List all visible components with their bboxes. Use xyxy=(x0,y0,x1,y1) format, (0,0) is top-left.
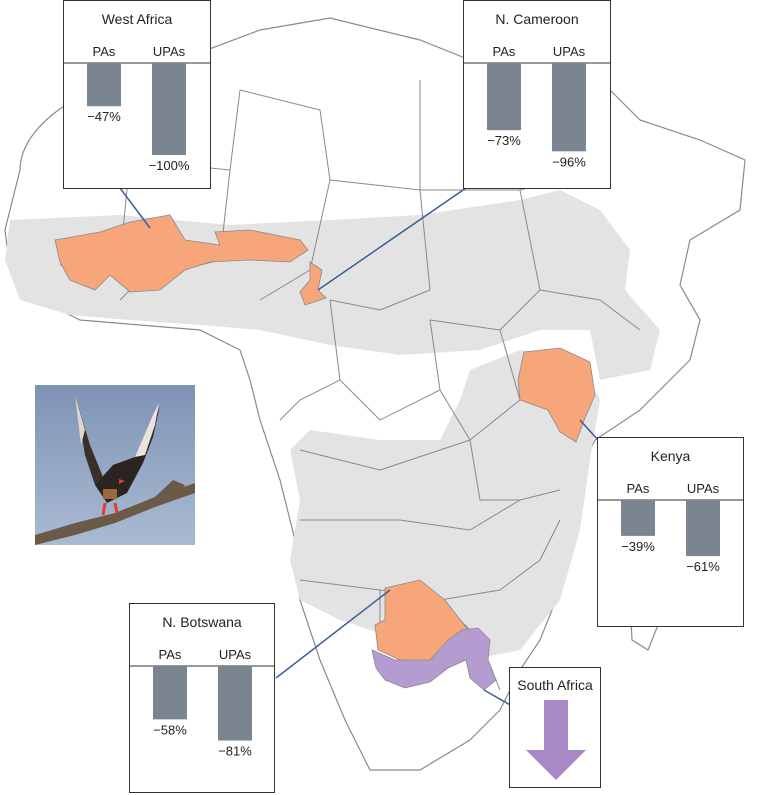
value-label: −96% xyxy=(552,154,586,169)
panel-south-africa: South Africa xyxy=(509,667,601,788)
country-border xyxy=(429,189,541,331)
country-border xyxy=(439,329,521,441)
range-east-south xyxy=(290,350,600,660)
panel-title: Kenya xyxy=(650,448,691,464)
category-label: UPAs xyxy=(553,44,586,59)
bar-pas xyxy=(621,500,655,536)
leader-kenya xyxy=(579,419,599,441)
value-label: −39% xyxy=(621,539,655,554)
region-west-africa xyxy=(54,214,309,293)
leader-lines xyxy=(119,187,599,707)
category-label: PAs xyxy=(493,44,516,59)
panel-title: N. Botswana xyxy=(162,614,242,630)
panel-title: N. Cameroon xyxy=(495,11,579,27)
leader-n-cameroon xyxy=(317,187,467,291)
bar-upas xyxy=(152,63,186,155)
bar-upas xyxy=(218,666,252,741)
bar-pas xyxy=(87,63,121,107)
eagle-photo-icon xyxy=(35,385,195,545)
region-n-cameroon xyxy=(299,261,327,306)
leader-west-africa xyxy=(119,187,151,229)
panel-n-cameroon: N. Cameroon PAs −73% UPAs −96% xyxy=(463,0,611,189)
bar-upas xyxy=(686,500,720,557)
panel-west-africa: West Africa PAs −47% UPAs −100% xyxy=(63,0,211,189)
bar-chart: PAs −73% UPAs −96% xyxy=(464,44,610,169)
category-label: UPAs xyxy=(153,44,186,59)
category-label: UPAs xyxy=(687,481,720,496)
value-label: −73% xyxy=(487,133,521,148)
country-border xyxy=(299,439,471,471)
category-label: PAs xyxy=(159,647,182,662)
leader-south-africa xyxy=(483,689,513,707)
region-kenya xyxy=(517,347,596,443)
leader-n-botswana xyxy=(275,589,391,679)
bar-chart: PAs −39% UPAs −61% xyxy=(598,481,743,574)
panel-n-botswana: N. Botswana PAs −58% UPAs −81% xyxy=(129,603,275,793)
category-label: UPAs xyxy=(219,647,252,662)
country-border xyxy=(329,189,431,311)
south-africa-title: South Africa xyxy=(517,677,593,693)
value-label: −100% xyxy=(149,158,190,173)
country-border xyxy=(469,439,561,501)
country-border xyxy=(339,319,441,421)
value-label: −58% xyxy=(153,722,187,737)
down-arrow-icon xyxy=(526,700,586,780)
value-label: −81% xyxy=(218,744,252,759)
bar-chart: PAs −58% UPAs −81% xyxy=(130,647,274,759)
country-border xyxy=(539,289,641,331)
country-border xyxy=(499,519,561,591)
bar-pas xyxy=(487,63,521,131)
country-border xyxy=(279,299,341,421)
bar-pas xyxy=(153,666,187,720)
value-label: −61% xyxy=(686,559,720,574)
country-border xyxy=(300,499,521,531)
bar-upas xyxy=(552,63,586,152)
bar-chart: PAs −47% UPAs −100% xyxy=(64,44,210,173)
decline-regions xyxy=(54,214,596,691)
category-label: PAs xyxy=(93,44,116,59)
region-south-africa xyxy=(371,627,497,691)
value-label: −47% xyxy=(87,109,121,124)
panel-kenya: Kenya PAs −39% UPAs −61% xyxy=(597,437,744,627)
panel-title: West Africa xyxy=(101,11,173,27)
category-label: PAs xyxy=(627,481,650,496)
